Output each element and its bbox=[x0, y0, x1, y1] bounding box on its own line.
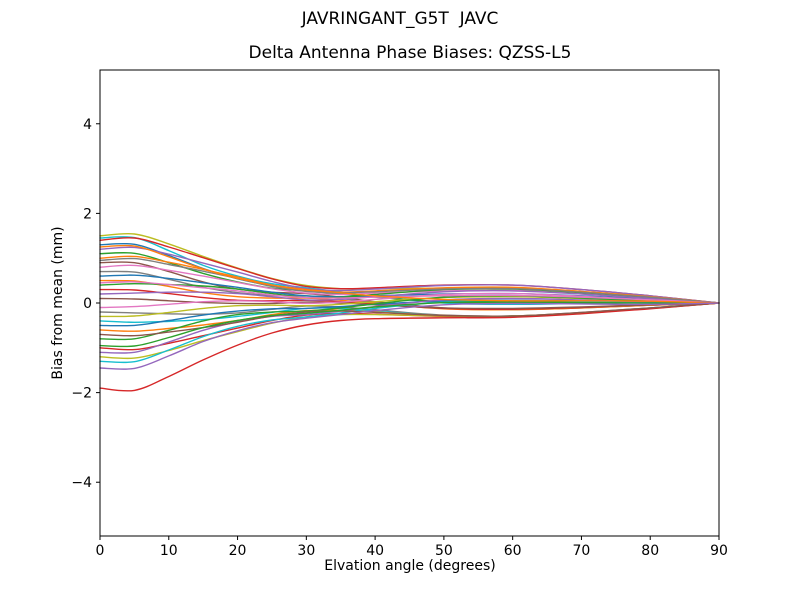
x-axis-label: Elvation angle (degrees) bbox=[324, 558, 496, 574]
y-tick-label: 2 bbox=[83, 206, 92, 222]
series-line bbox=[99, 292, 720, 309]
x-tick-label: 20 bbox=[229, 543, 247, 559]
chart-subtitle: Delta Antenna Phase Biases: QZSS-L5 bbox=[248, 43, 572, 63]
y-tick-label: 0 bbox=[83, 296, 92, 312]
series-line bbox=[99, 300, 720, 364]
x-tick-label: 60 bbox=[504, 543, 522, 559]
series-line bbox=[99, 297, 720, 354]
x-tick-label: 10 bbox=[160, 543, 178, 559]
x-tick-label: 50 bbox=[435, 543, 453, 559]
y-tick-label: 4 bbox=[83, 117, 92, 133]
x-tick-label: 90 bbox=[710, 543, 728, 559]
x-tick-label: 30 bbox=[297, 543, 315, 559]
series-line bbox=[99, 281, 720, 304]
x-tick-label: 80 bbox=[641, 543, 659, 559]
y-tick-label: −4 bbox=[71, 475, 92, 491]
series-line bbox=[99, 295, 720, 341]
x-tick-label: 40 bbox=[366, 543, 384, 559]
series-line bbox=[99, 302, 720, 370]
series-line bbox=[99, 246, 720, 304]
x-tick-label: 70 bbox=[573, 543, 591, 559]
x-tick-label: 0 bbox=[96, 543, 105, 559]
series-line bbox=[99, 300, 720, 348]
series-line bbox=[99, 290, 720, 304]
series-line bbox=[99, 244, 720, 304]
series-line bbox=[99, 302, 720, 392]
chart-title: JAVRINGANT_G5T JAVC bbox=[301, 9, 499, 29]
y-tick-label: −2 bbox=[71, 386, 92, 402]
